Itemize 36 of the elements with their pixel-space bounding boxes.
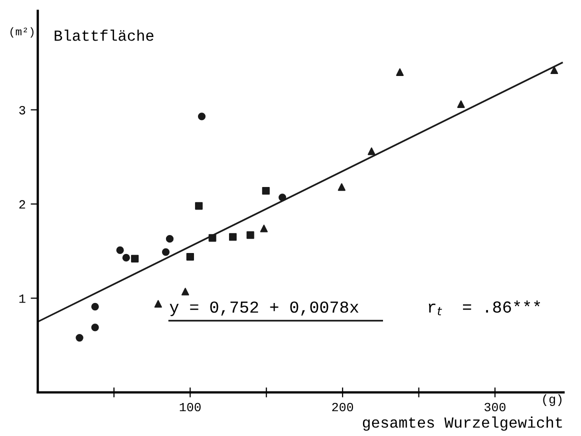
point [368, 147, 376, 156]
point [550, 66, 558, 74]
point [260, 224, 268, 232]
text: r$_{t}$ = .86*** [428, 300, 540, 316]
point [91, 302, 99, 310]
y-tick-label: 3 [19, 106, 26, 114]
point [181, 288, 190, 296]
point [262, 187, 270, 195]
x-tick-label: 200 [332, 402, 354, 412]
text: (g) [543, 394, 562, 406]
annotation: y = 0,752 + 0,0078x [170, 301, 358, 316]
x-axis-title: gesamtes Wurzelgewicht [362, 416, 562, 431]
point [278, 194, 286, 202]
point [198, 112, 206, 120]
point [91, 324, 99, 332]
point [76, 334, 84, 342]
point [116, 246, 124, 254]
point [246, 231, 254, 239]
point [186, 252, 194, 261]
x-tick-label: 300 [484, 402, 506, 412]
point [122, 254, 130, 262]
point [166, 235, 174, 243]
point [338, 183, 346, 191]
point [131, 254, 139, 262]
y-axis-title: (m²) [10, 27, 34, 38]
point [396, 68, 404, 76]
text: Blattfläche [54, 30, 154, 41]
x-tick-label: 100 [180, 402, 201, 412]
point [195, 202, 203, 210]
point [229, 233, 237, 241]
y-tick-label: 2 [19, 200, 26, 209]
point [154, 300, 162, 308]
point [457, 100, 465, 108]
y-tick-label: 1 [19, 294, 26, 303]
point [162, 248, 170, 256]
point [208, 234, 216, 242]
